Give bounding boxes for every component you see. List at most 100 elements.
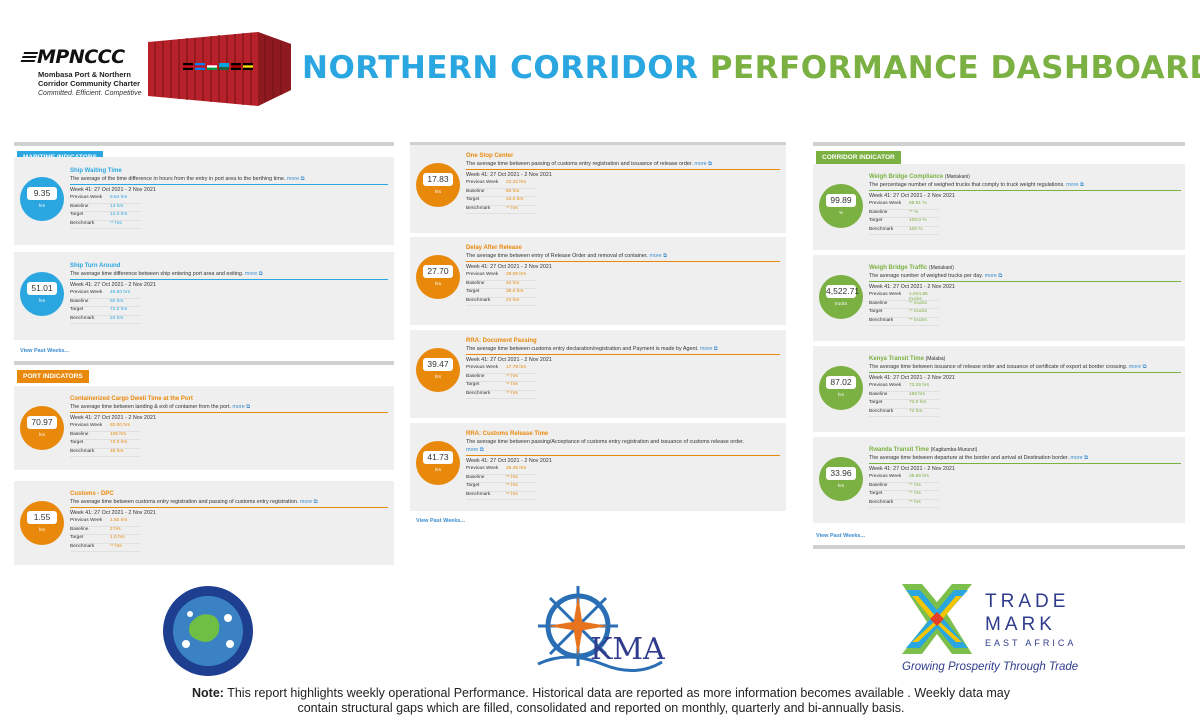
mpnccc-logo: MPNCCC Mombasa Port & Northern Corridor … (19, 46, 142, 97)
indicator-title[interactable]: RRA: Customs Release Time (466, 431, 548, 437)
more-link[interactable]: more ⧉ (244, 271, 263, 277)
more-link[interactable]: more ⧉ (466, 447, 484, 453)
metric-label: Previous Week (869, 292, 902, 297)
metric-row-target: Target 24.0 hrs (466, 197, 536, 206)
indicator-title-text[interactable]: Containerized Cargo Dwell Time at the Po… (70, 396, 193, 402)
more-link[interactable]: more ⧉ (1066, 182, 1084, 188)
indicator-title-text[interactable]: Weigh Bridge Compliance (869, 174, 944, 180)
more-link[interactable]: more ⧉ (286, 176, 305, 182)
title-part-1: NORTHERN CORRIDOR (302, 50, 699, 86)
metric-value: 24.0 hrs (506, 197, 524, 203)
port-section: PORT INDICATORS (14, 361, 394, 383)
metric-label: Benchmark (466, 491, 491, 497)
indicator-divider (466, 169, 780, 170)
indicator-title[interactable]: Ship Waiting Time (70, 168, 122, 174)
indicator-panel: 4,522.71 trucks Weigh Bridge Traffic (Mari… (813, 255, 1185, 341)
indicator-title-text[interactable]: Kenya Transit Time (869, 356, 924, 362)
indicator-title-text[interactable]: RRA: Document Passing (466, 338, 537, 344)
indicator-title-text[interactable]: RRA: Customs Release Time (466, 431, 549, 437)
indicator-location: (Mariakani) (928, 265, 954, 271)
metric-value: ** hrs (506, 205, 518, 211)
indicator-title[interactable]: RRA: Document Passing (466, 338, 537, 344)
indicator-panel: 87.02 hrs Kenya Transit Time (Malaba) The a… (813, 346, 1185, 432)
metric-label: Target (869, 400, 883, 406)
indicator-week: Week 41: 27 Oct 2021 - 2 Nov 2021 (466, 264, 552, 270)
view-past-weeks-link[interactable]: View Past Weeks... (20, 348, 70, 354)
more-link[interactable]: more ⧉ (232, 404, 251, 410)
indicator-value-circle: 9.35 hrs (20, 177, 64, 221)
metric-label: Baseline (466, 188, 485, 194)
indicator-week: Week 41: 27 Oct 2021 - 2 Nov 2021 (869, 193, 955, 199)
indicator-title[interactable]: Containerized Cargo Dwell Time at the Po… (70, 396, 193, 402)
metric-row-previous: Previous Week 22.32 hrs (466, 180, 536, 189)
indicator-title[interactable]: Ship Turn Around (70, 263, 120, 269)
title-part-2: PERFORMANCE DASHBOARD (709, 50, 1200, 86)
indicator-value-circle: 17.83 hrs (416, 163, 460, 207)
metric-value: ** hrs (506, 474, 518, 480)
metric-value: ** trucks (909, 300, 927, 306)
metric-label: Baseline (869, 209, 888, 215)
metric-row-previous: Previous Week 17.79 hrs (466, 365, 536, 374)
metric-value: 73.26 hrs (909, 383, 930, 388)
indicator-title-text[interactable]: Ship Turn Around (70, 263, 121, 269)
more-link[interactable]: more ⧉ (1128, 364, 1147, 370)
more-link[interactable]: more ⧉ (984, 273, 1003, 279)
metric-value: ** trucks (909, 309, 927, 315)
indicator-title-text[interactable]: Ship Waiting Time (70, 168, 122, 174)
metric-value: 42 hrs (506, 280, 520, 286)
view-past-weeks-link-middle[interactable]: View Past Weeks... (416, 518, 466, 524)
indicator-title-text[interactable]: Rwanda Transit Time (869, 447, 929, 453)
more-link[interactable]: more ⧉ (299, 499, 318, 505)
metric-label: Previous Week (466, 272, 499, 277)
indicator-title-text[interactable]: Weigh Bridge Traffic (869, 265, 928, 271)
indicator-description-text: The average time between entry of Releas… (466, 253, 648, 259)
metric-label: Benchmark (466, 390, 491, 396)
more-link[interactable]: more ⧉ (694, 161, 712, 167)
indicator-metrics-table: Previous Week 49.50 hrs Baseline 92 hrs Targ… (70, 290, 140, 325)
indicator-panel: 1.55 hrs Customs - DPC The average time bet… (14, 481, 394, 565)
indicator-divider (70, 184, 388, 185)
metric-row-benchmark: Benchmark 48 hrs (70, 449, 140, 458)
indicator-description: The average time between landing & exit … (70, 404, 250, 411)
metric-label: Baseline (466, 474, 485, 480)
metric-value: 2 hrs (110, 526, 121, 532)
metric-value: ** hrs (506, 382, 518, 388)
indicator-metrics-table: Previous Week 17.79 hrs Baseline ** hrs Targ… (466, 365, 536, 400)
view-past-weeks-link-corridor[interactable]: View Past Weeks... (816, 533, 866, 539)
indicator-description: The percentage number of weighed trucks … (869, 182, 1084, 189)
indicator-title[interactable]: Weigh Bridge Compliance (Mariakani) (869, 174, 970, 180)
metric-row-benchmark: Benchmark 100 % (869, 227, 939, 236)
metric-label: Target (869, 218, 883, 224)
indicator-title[interactable]: Weigh Bridge Traffic (Mariakani) (869, 265, 954, 271)
metric-row-previous: Previous Week 89.81 % (869, 201, 939, 210)
metric-label: Target (466, 289, 480, 295)
metric-row-baseline: Baseline 105 hrs (70, 432, 140, 441)
indicator-title-text[interactable]: One Stop Center (466, 153, 514, 159)
indicator-value-circle: 1.55 hrs (20, 501, 64, 545)
kma-logo (537, 586, 663, 673)
indicator-description-text: The average time between issuance of rel… (869, 364, 1128, 370)
kma-text: KMA (590, 632, 665, 667)
metric-value: 72 hrs (909, 408, 923, 414)
logo-subtitle-1: Mombasa Port & Northern (38, 70, 131, 79)
metric-value: 80 hrs (506, 188, 520, 194)
more-link[interactable]: more ⧉ (1070, 455, 1089, 461)
more-link[interactable]: more ⧉ (700, 346, 718, 352)
indicator-title[interactable]: Customs - DPC (70, 491, 114, 497)
indicator-title-text[interactable]: Delay After Release (466, 245, 522, 251)
metric-row-baseline: Baseline 189 hrs (869, 392, 939, 401)
metric-label: Benchmark (466, 205, 491, 211)
indicator-title[interactable]: One Stop Center (466, 153, 513, 159)
indicator-title[interactable]: Rwanda Transit Time (Kagitumba-Murunzi) (869, 447, 977, 453)
metric-value: 89.81 % (909, 201, 927, 206)
indicator-title-text[interactable]: Customs - DPC (70, 491, 114, 497)
indicator-divider (466, 354, 780, 355)
indicator-title[interactable]: Delay After Release (466, 245, 522, 251)
indicator-title[interactable]: Kenya Transit Time (Malaba) (869, 356, 945, 362)
more-link[interactable]: more ⧉ (649, 253, 668, 259)
indicator-description: The average time between departure at th… (869, 455, 1088, 462)
indicator-description: The average time between issuance of rel… (869, 364, 1146, 371)
indicator-value: 39.47 (423, 358, 453, 371)
indicator-value: 41.73 (423, 451, 453, 464)
indicator-metrics-table: Previous Week 1.92 hrs Baseline 2 hrs Target… (70, 518, 140, 553)
